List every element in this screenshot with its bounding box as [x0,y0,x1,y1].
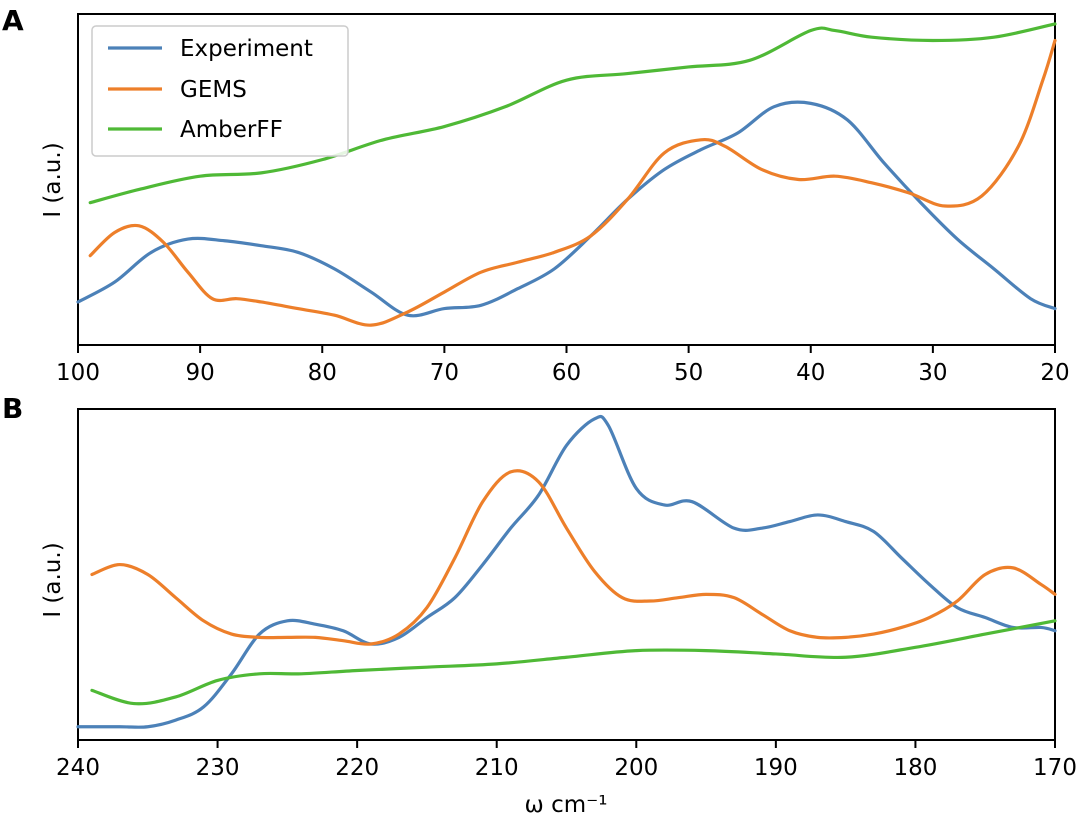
panel-a-xtick-label-80: 80 [308,360,337,386]
legend-label-gems: GEMS [180,77,247,103]
panel-a-xtick-label-90: 90 [185,360,214,386]
panel-a-xtick-label-100: 100 [56,360,100,386]
panel-b-xtick-label-190: 190 [754,755,798,781]
panel-a-xtick-label-60: 60 [552,360,581,386]
panel-b: I (a.u.) 240 230 220 210 200 190 180 170 ω cm⁻¹ [40,408,1077,818]
panel-a-series-experiment [76,100,1057,318]
legend-label-amberff: AmberFF [180,117,283,143]
panel-a-xtick-label-30: 30 [918,360,947,386]
panel-a-series [76,22,1057,327]
panel-b-xtick-label-180: 180 [893,755,937,781]
panel-b-series-experiment [76,414,1057,729]
panel-b-xtick-label-240: 240 [56,755,100,781]
panel-b-xtick-label-210: 210 [475,755,519,781]
panel-a-xtick-label-20: 20 [1040,360,1069,386]
panel-b-series [76,414,1057,729]
panel-a-xtick-label-50: 50 [674,360,703,386]
panel-a-ticks: 100 90 80 70 60 50 40 30 20 [56,345,1070,386]
panel-b-ticks: 240 230 220 210 200 190 180 170 [56,740,1077,781]
panel-b-ylabel: I (a.u.) [40,542,66,617]
panel-a-xtick-label-40: 40 [796,360,825,386]
panel-b-xtick-label-230: 230 [196,755,240,781]
panel-a-series-amberff [88,22,1057,205]
panel-b-xtick-label-170: 170 [1033,755,1077,781]
panel-a: I (a.u.) 100 90 80 70 60 50 40 30 20 Experiment … [40,13,1070,386]
legend-box [91,25,349,157]
panel-b-xtick-label-220: 220 [335,755,379,781]
panel-letter-a: A [2,4,24,37]
panel-b-xlabel: ω cm⁻¹ [525,792,608,818]
panel-letter-b: B [2,392,23,425]
panel-a-series-gems [88,38,1057,327]
panel-b-xtick-label-200: 200 [614,755,658,781]
legend-label-experiment: Experiment [180,36,313,62]
panel-b-series-amberff [90,619,1057,706]
panel-b-frame [77,408,1056,741]
panel-a-ylabel: I (a.u.) [40,142,66,217]
legend: Experiment GEMS AmberFF [91,25,349,157]
panel-b-series-gems [90,469,1057,646]
panel-a-xtick-label-70: 70 [430,360,459,386]
